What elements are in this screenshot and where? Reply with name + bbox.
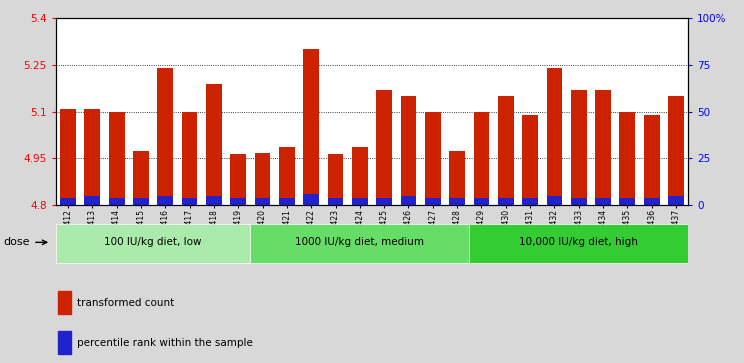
Bar bbox=[425, 197, 440, 205]
Bar bbox=[571, 197, 587, 205]
Bar bbox=[231, 197, 246, 205]
Text: 100 IU/kg diet, low: 100 IU/kg diet, low bbox=[104, 237, 202, 247]
Bar bbox=[449, 197, 465, 205]
Bar bbox=[157, 196, 173, 205]
Bar bbox=[84, 109, 100, 205]
Bar bbox=[182, 197, 197, 205]
Bar bbox=[571, 90, 587, 205]
Bar bbox=[133, 197, 149, 205]
Bar bbox=[620, 197, 635, 205]
Bar bbox=[547, 196, 562, 205]
Bar bbox=[56, 224, 251, 263]
Bar bbox=[133, 151, 149, 205]
Bar bbox=[58, 291, 71, 314]
Bar bbox=[400, 96, 417, 205]
Text: 1000 IU/kg diet, medium: 1000 IU/kg diet, medium bbox=[295, 237, 424, 247]
Bar bbox=[473, 197, 490, 205]
Bar bbox=[449, 151, 465, 205]
Bar bbox=[498, 96, 513, 205]
Bar bbox=[60, 197, 76, 205]
Bar bbox=[522, 197, 538, 205]
Bar bbox=[547, 68, 562, 205]
Bar bbox=[254, 153, 271, 205]
Bar bbox=[400, 196, 417, 205]
Bar bbox=[304, 194, 319, 205]
Bar bbox=[206, 196, 222, 205]
Text: dose: dose bbox=[4, 237, 47, 247]
Bar bbox=[231, 154, 246, 205]
Bar bbox=[644, 197, 660, 205]
Bar bbox=[304, 49, 319, 205]
Bar bbox=[279, 197, 295, 205]
Bar bbox=[644, 115, 660, 205]
Bar bbox=[327, 154, 344, 205]
Bar bbox=[522, 115, 538, 205]
Bar bbox=[157, 68, 173, 205]
Bar bbox=[425, 112, 440, 205]
Bar bbox=[668, 196, 684, 205]
Bar bbox=[376, 90, 392, 205]
Bar bbox=[595, 90, 611, 205]
Text: 10,000 IU/kg diet, high: 10,000 IU/kg diet, high bbox=[519, 237, 638, 247]
Bar bbox=[473, 112, 490, 205]
Bar bbox=[182, 112, 197, 205]
Bar bbox=[376, 197, 392, 205]
Bar bbox=[327, 197, 344, 205]
Text: percentile rank within the sample: percentile rank within the sample bbox=[77, 338, 252, 348]
Bar bbox=[206, 83, 222, 205]
Bar bbox=[668, 96, 684, 205]
Bar bbox=[352, 197, 368, 205]
Bar bbox=[109, 112, 124, 205]
Bar bbox=[498, 197, 513, 205]
Bar bbox=[84, 196, 100, 205]
Bar bbox=[620, 112, 635, 205]
Text: transformed count: transformed count bbox=[77, 298, 174, 307]
Bar bbox=[595, 197, 611, 205]
Bar bbox=[109, 197, 124, 205]
Bar bbox=[58, 331, 71, 354]
Bar bbox=[469, 224, 688, 263]
Bar bbox=[254, 197, 271, 205]
Bar bbox=[60, 109, 76, 205]
Bar bbox=[352, 147, 368, 205]
Bar bbox=[251, 224, 469, 263]
Bar bbox=[279, 147, 295, 205]
